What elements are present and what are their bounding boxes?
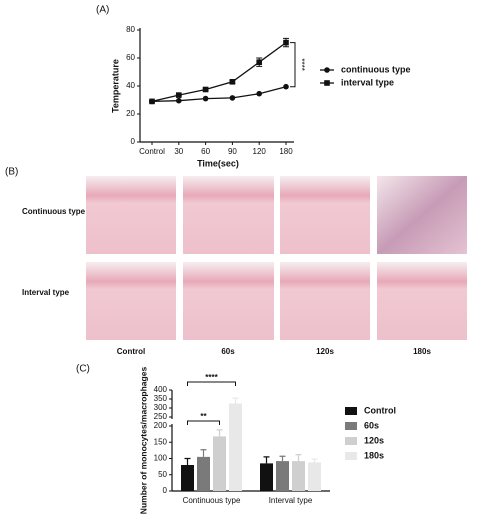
x-tick-label: Control: [139, 147, 165, 156]
error-bar: [200, 449, 207, 457]
legend-marker: [324, 67, 330, 73]
histology-grid: Continuous type Interval type Control 60…: [22, 176, 467, 356]
marker: [176, 97, 182, 104]
significance-bracket: [290, 42, 296, 88]
error-bar: [216, 429, 223, 437]
x-tick-label: 60: [201, 147, 210, 156]
marker: [229, 95, 236, 101]
legend-marker: [324, 80, 330, 86]
y-tick-label: 50: [158, 470, 167, 479]
marker: [256, 90, 263, 97]
significance-label: ****: [205, 373, 218, 382]
bar: [213, 436, 226, 491]
legend-label: 180s: [364, 450, 384, 460]
marker: [283, 83, 289, 90]
panel-label: (B): [5, 167, 18, 178]
x-tick-label: 120: [253, 147, 267, 156]
y-tick-label: 200: [154, 421, 168, 430]
x-tick-label: Interval type: [269, 496, 313, 505]
column-label: 60s: [221, 347, 235, 356]
legend-swatch: [345, 437, 357, 445]
marker: [256, 59, 262, 65]
line: [151, 42, 287, 103]
error-bar: [263, 456, 270, 464]
y-tick-label: 60: [126, 53, 135, 62]
legend-label: 120s: [364, 435, 384, 445]
marker: [202, 86, 209, 93]
legend-swatch: [345, 407, 357, 415]
y-tick-label: 350: [154, 394, 168, 403]
y-tick-label: 300: [154, 403, 168, 412]
error-bar: [279, 455, 286, 462]
marker: [149, 98, 155, 105]
x-tick-label: 90: [228, 147, 237, 156]
bar: [181, 465, 194, 491]
panel-label: (C): [76, 364, 90, 375]
significance-bracket: [187, 420, 220, 425]
error-bar: [232, 397, 239, 404]
legend-label: 60s: [364, 420, 379, 430]
tissue-image: [280, 176, 370, 254]
y-axis-label: Temperature: [110, 59, 120, 113]
legend-label: Control: [364, 405, 396, 415]
y-tick-label: 80: [126, 25, 135, 34]
bar: [292, 461, 305, 491]
row-label: Continuous type: [22, 207, 86, 216]
significance-label: ****: [297, 58, 306, 70]
significance-bracket: [187, 381, 236, 386]
marker: [202, 95, 209, 102]
y-tick-label: 150: [154, 437, 168, 446]
tissue-image: [183, 176, 274, 254]
legend-swatch: [345, 452, 357, 460]
y-tick-label: 0: [131, 137, 136, 146]
x-tick-label: 180: [279, 147, 293, 156]
error-bar: [295, 454, 302, 462]
column-label: 120s: [316, 347, 334, 356]
column-label: 180s: [413, 347, 431, 356]
marker: [283, 39, 289, 46]
tissue-image: [86, 176, 176, 254]
y-tick-label: 40: [126, 81, 135, 90]
tissue-image: [377, 262, 467, 340]
bar: [260, 463, 273, 491]
legend-label: interval type: [341, 77, 394, 87]
bar: [229, 403, 242, 491]
y-axis-label: Number of monocytes/macrophages: [138, 367, 148, 515]
y-tick-label: 400: [154, 385, 168, 394]
x-tick-label: 30: [174, 147, 183, 156]
y-tick-label: 100: [154, 454, 168, 463]
bar: [308, 462, 321, 491]
line: [151, 86, 287, 103]
error-bar: [311, 458, 318, 463]
marker: [176, 92, 182, 98]
x-tick-label: Continuous type: [183, 496, 241, 505]
panel-label: (A): [96, 5, 109, 16]
bar: [276, 461, 289, 491]
tissue-image: [377, 176, 467, 254]
column-label: Control: [117, 347, 145, 356]
row-label: Interval type: [22, 288, 70, 297]
y-tick-label: 0: [163, 486, 168, 495]
tissue-image: [86, 262, 176, 340]
x-axis-label: Time(sec): [197, 158, 239, 168]
bar: [197, 456, 210, 491]
significance-label: **: [200, 412, 207, 421]
y-tick-label: 250: [154, 412, 168, 421]
y-tick-label: 20: [126, 109, 135, 118]
legend-swatch: [345, 422, 357, 430]
legend-label: continuous type: [341, 64, 411, 74]
error-bar: [184, 457, 191, 465]
marker: [229, 79, 236, 85]
tissue-image: [183, 262, 274, 340]
tissue-image: [280, 262, 370, 340]
